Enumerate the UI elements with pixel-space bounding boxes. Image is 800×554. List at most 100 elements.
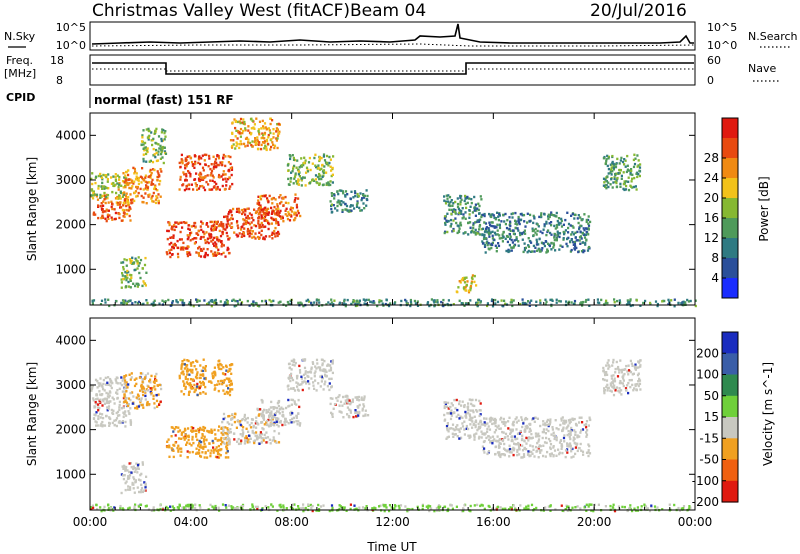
- heatmap-cell: [630, 169, 633, 173]
- heatmap-cell: [159, 157, 162, 160]
- heatmap-cell: [548, 244, 551, 248]
- heatmap-cell: [544, 423, 547, 427]
- heatmap-cell: [516, 448, 519, 452]
- heatmap-cell: [171, 245, 174, 249]
- heatmap-cell: [270, 212, 273, 215]
- heatmap-cell: [252, 304, 255, 307]
- heatmap-cell: [238, 422, 241, 425]
- heatmap-cell: [189, 239, 192, 242]
- heatmap-cell: [132, 465, 135, 468]
- heatmap-cell: [131, 483, 134, 486]
- heatmap-cell: [119, 190, 122, 193]
- heatmap-cell: [211, 174, 214, 177]
- heatmap-cell: [190, 160, 194, 164]
- heatmap-cell: [457, 413, 460, 417]
- heatmap-cell: [261, 119, 264, 123]
- heatmap-cell: [181, 301, 184, 304]
- heatmap-cell: [217, 366, 220, 369]
- heatmap-cell: [575, 424, 578, 427]
- heatmap-cell: [558, 452, 561, 456]
- heatmap-cell: [204, 176, 207, 179]
- heatmap-cell: [620, 381, 623, 385]
- heatmap-cell: [321, 175, 324, 178]
- heatmap-cell: [278, 399, 281, 403]
- heatmap-cell: [217, 360, 220, 363]
- heatmap-cell: [255, 426, 258, 429]
- heatmap-cell: [254, 232, 257, 235]
- heatmap-cell: [242, 426, 245, 429]
- heatmap-cell: [128, 186, 131, 190]
- heatmap-cell: [356, 192, 359, 196]
- heatmap-cell: [432, 299, 435, 302]
- heatmap-cell: [472, 410, 475, 414]
- heatmap-cell: [211, 252, 215, 256]
- heatmap-cell: [461, 425, 465, 428]
- heatmap-cell: [298, 166, 301, 169]
- heatmap-cell: [453, 398, 456, 402]
- heatmap-cell: [500, 220, 503, 223]
- heatmap-cell: [188, 391, 191, 394]
- heatmap-cell: [215, 246, 218, 249]
- heatmap-cell: [106, 395, 109, 398]
- heatmap-cell: [96, 386, 99, 389]
- heatmap-cell: [409, 300, 413, 304]
- colorbar-tick-label: 20: [704, 191, 719, 205]
- heatmap-cell: [543, 213, 546, 216]
- heatmap-cell: [126, 469, 129, 472]
- heatmap-cell: [214, 160, 217, 164]
- heatmap-cell: [506, 435, 509, 438]
- heatmap-cell: [163, 150, 167, 153]
- heatmap-cell: [354, 411, 357, 415]
- heatmap-cell: [228, 364, 232, 367]
- heatmap-cell: [315, 358, 319, 362]
- heatmap-cell: [489, 420, 492, 423]
- heatmap-cell: [238, 143, 241, 146]
- heatmap-cell: [218, 453, 221, 456]
- heatmap-cell: [166, 507, 169, 510]
- heatmap-cell: [290, 206, 293, 209]
- heatmap-cell: [529, 429, 532, 432]
- heatmap-cell: [561, 429, 564, 432]
- heatmap-cell: [573, 429, 576, 432]
- heatmap-cell: [222, 222, 225, 226]
- heatmap-cell: [206, 253, 209, 257]
- heatmap-cell: [327, 183, 330, 186]
- heatmap-cell: [200, 157, 203, 160]
- heatmap-cell: [606, 175, 609, 179]
- heatmap-cell: [130, 376, 133, 379]
- heatmap-cell: [210, 240, 213, 243]
- heatmap-cell: [494, 428, 498, 432]
- freq-unit-label: [MHz]: [4, 67, 36, 80]
- heatmap-cell: [572, 439, 575, 442]
- nave-tick-bottom: 0: [707, 74, 714, 87]
- heatmap-cell: [587, 451, 590, 454]
- heatmap-cell: [293, 177, 296, 180]
- heatmap-cell: [185, 175, 188, 178]
- heatmap-cell: [330, 211, 333, 214]
- heatmap-cell: [275, 406, 278, 410]
- heatmap-cell: [246, 207, 249, 210]
- heatmap-cell: [609, 389, 612, 392]
- heatmap-cell: [567, 429, 570, 433]
- heatmap-cell: [574, 213, 577, 217]
- heatmap-cell: [354, 302, 357, 305]
- heatmap-cell: [473, 438, 476, 441]
- heatmap-cell: [226, 450, 229, 453]
- heatmap-cell: [183, 301, 186, 305]
- heatmap-cell: [140, 383, 143, 387]
- heatmap-cell: [547, 242, 550, 245]
- heatmap-cell: [183, 384, 186, 387]
- heatmap-cell: [286, 214, 289, 218]
- heatmap-cell: [157, 175, 160, 179]
- heatmap-cell: [225, 365, 228, 369]
- heatmap-cell: [603, 303, 606, 306]
- heatmap-cell: [488, 223, 492, 227]
- heatmap-cell: [306, 170, 310, 173]
- heatmap-cell: [121, 180, 125, 183]
- heatmap-cell: [194, 182, 197, 185]
- heatmap-cell: [168, 249, 171, 252]
- heatmap-cell: [538, 435, 541, 438]
- heatmap-cell: [198, 380, 202, 384]
- heatmap-cell: [216, 383, 219, 386]
- heatmap-cell: [226, 441, 229, 444]
